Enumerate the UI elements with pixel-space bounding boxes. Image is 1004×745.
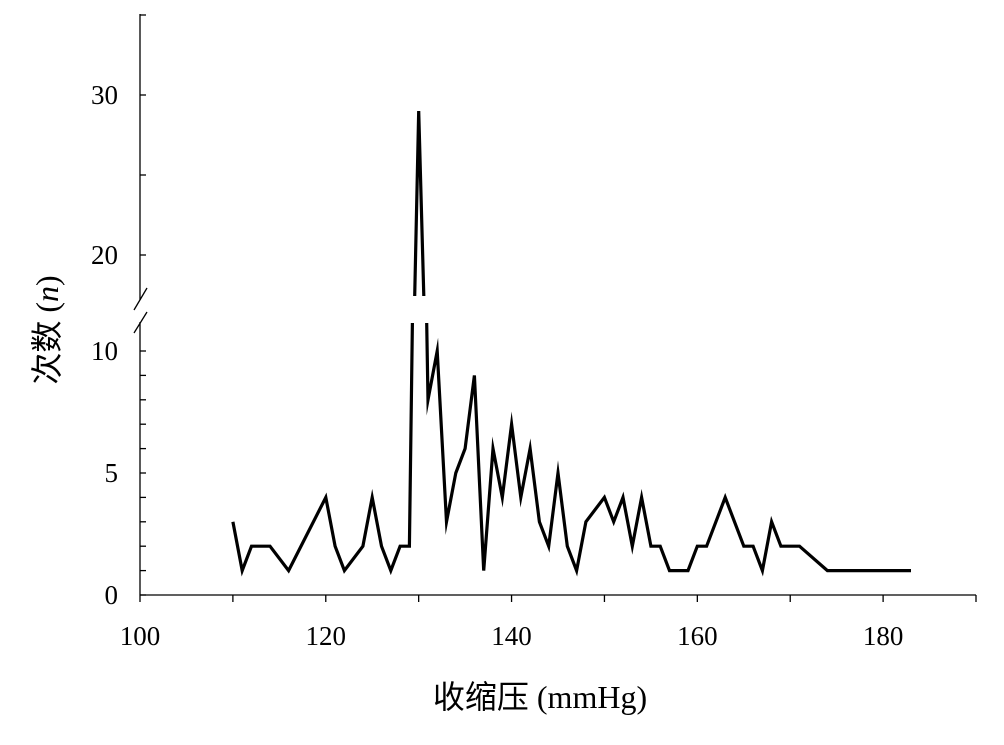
x-tick-label: 120	[306, 621, 347, 651]
y-tick-label: 5	[105, 458, 119, 488]
x-ticks	[139, 595, 977, 602]
y-axis-title: 次数 (n)	[29, 275, 65, 384]
y-tick-label: 10	[91, 336, 118, 366]
x-tick-label: 100	[120, 621, 161, 651]
y-axis-break-mark-lower	[133, 311, 148, 334]
y-axis-title-variable: n	[29, 286, 65, 302]
series-group	[231, 110, 911, 577]
y-axis-break-mark-upper	[133, 287, 148, 311]
x-axis-title: 收缩压 (mmHg)	[433, 679, 647, 715]
series-line	[425, 322, 911, 577]
y-ticks	[140, 14, 146, 596]
x-tick-label: 160	[677, 621, 718, 651]
x-tick-label: 180	[863, 621, 904, 651]
y-axis-title-close: )	[29, 275, 65, 286]
tick-labels: 100 120 140 160 180 0 5 10 20 30	[91, 80, 903, 651]
y-tick-label: 0	[105, 580, 119, 610]
y-tick-label: 30	[91, 80, 118, 110]
axes	[133, 14, 976, 596]
series-line	[231, 322, 414, 577]
y-axis-title-text: 次数 (	[29, 302, 65, 385]
x-tick-label: 140	[491, 621, 532, 651]
series-line	[413, 110, 426, 297]
y-tick-label: 20	[91, 240, 118, 270]
